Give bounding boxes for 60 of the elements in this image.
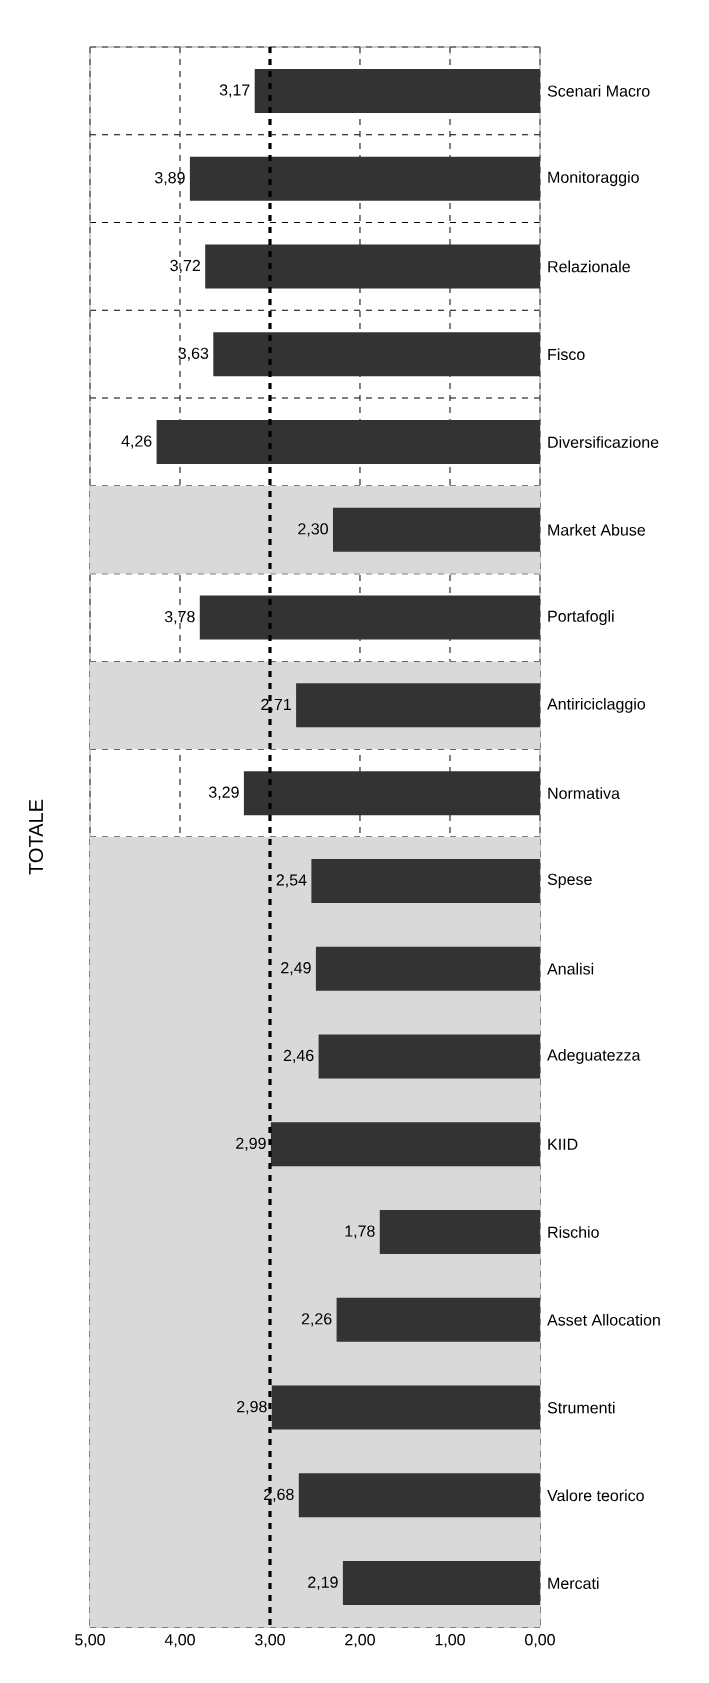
y-tick-label: Scenari Macro: [547, 85, 650, 97]
bar: [332, 507, 540, 552]
bar: [311, 858, 540, 903]
data-label: 1,78: [345, 1225, 375, 1239]
x-tick-label: 0,00: [525, 1634, 555, 1648]
data-label: 3,17: [219, 84, 250, 98]
bar: [379, 1210, 540, 1255]
bar: [270, 1122, 540, 1167]
data-label: 2,71: [261, 698, 291, 712]
y-tick-label: Adeguatezza: [547, 1048, 641, 1064]
y-tick-label: KIID: [548, 1138, 578, 1150]
bar: [298, 1473, 540, 1518]
x-tick-label: 2,00: [345, 1634, 375, 1648]
data-label: 3,78: [164, 610, 195, 625]
data-label: 2,99: [236, 1137, 266, 1151]
bar: [205, 244, 540, 289]
y-tick-label: Fisco: [548, 348, 585, 361]
data-label: 2,54: [276, 874, 307, 888]
data-label: 2,98: [237, 1400, 267, 1415]
x-tick-label: 1,00: [435, 1634, 465, 1648]
bar: [254, 68, 540, 113]
y-tick-label: Portafogli: [548, 610, 614, 626]
data-label: 3,29: [208, 786, 239, 800]
data-label: 3,89: [154, 172, 185, 186]
data-label: 2,19: [308, 1576, 338, 1590]
data-label: 3,72: [170, 259, 200, 274]
y-tick-label: Antiriciclaggio: [547, 697, 646, 713]
bar: [271, 1385, 540, 1430]
text: TOTALE: [28, 799, 44, 875]
y-tick-label: Analisi: [547, 962, 594, 975]
bar: [318, 1034, 540, 1079]
y-tick-label: Valore teorico: [547, 1489, 644, 1502]
bar: [156, 420, 540, 465]
y-tick-label: Strumenti: [547, 1401, 615, 1414]
bar: [336, 1297, 540, 1342]
bar: [342, 1561, 540, 1606]
bar: [189, 156, 540, 201]
data-label: 4,26: [121, 435, 152, 449]
y-tick-label: Market Abuse: [548, 523, 646, 536]
data-label: 2,49: [281, 962, 311, 976]
x-tick-label: 3,00: [255, 1634, 285, 1648]
y-tick-label: Relazionale: [548, 260, 630, 273]
data-label: 2,46: [283, 1049, 314, 1064]
y-tick-label: Asset Allocation: [547, 1313, 660, 1326]
y-tick-label: Mercati: [548, 1577, 599, 1589]
bar: [199, 595, 540, 640]
y-tick-label: Diversificazione: [548, 436, 659, 448]
y-tick-label: Normativa: [548, 787, 620, 799]
data-label: 3,63: [178, 347, 209, 361]
y-tick-label: Rischio: [548, 1226, 599, 1238]
y-tick-label: Spese: [547, 873, 592, 889]
x-tick-label: 4,00: [164, 1634, 195, 1648]
x-tick-label: 5,00: [75, 1634, 105, 1648]
bar: [213, 332, 540, 377]
data-label: 2,26: [301, 1313, 332, 1327]
data-label: 2,30: [298, 523, 328, 537]
bar: [296, 683, 540, 728]
bar: [243, 771, 540, 816]
y-tick-label: Monitoraggio: [548, 171, 639, 187]
bar: [315, 946, 540, 991]
